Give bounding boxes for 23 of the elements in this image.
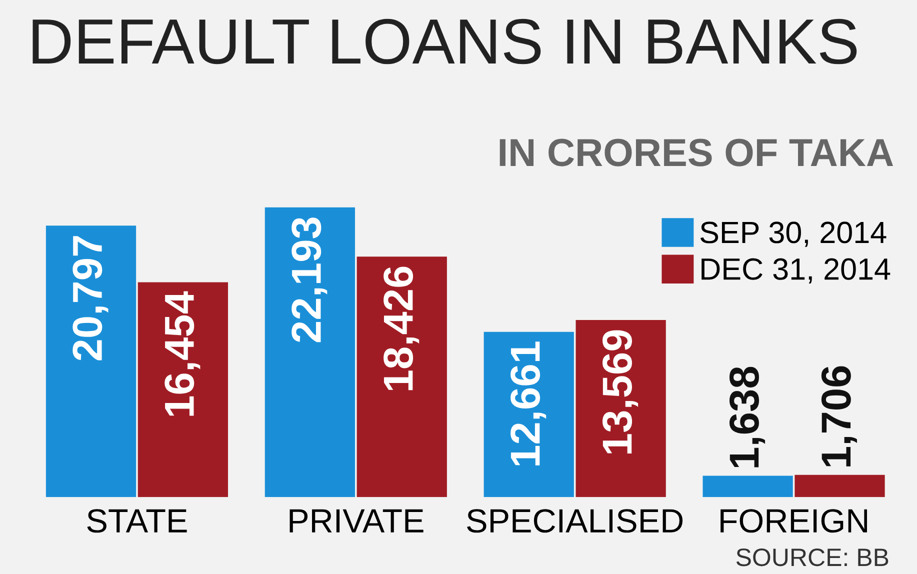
data-label: 22,193 — [292, 218, 328, 342]
x-tick-label: SPECIALISED — [467, 509, 683, 533]
source-note: SOURCE: BB — [736, 548, 888, 566]
legend-label: DEC 31, 2014 — [702, 258, 890, 284]
x-tick-label: FOREIGN — [720, 509, 867, 533]
legend-label: SEP 30, 2014 — [700, 222, 886, 247]
data-label: 16,454 — [164, 291, 200, 416]
bar — [46, 226, 136, 498]
data-label: 20,797 — [72, 236, 108, 360]
data-label: 13,569 — [602, 330, 638, 454]
x-tick-label: STATE — [87, 509, 187, 533]
chart-title: DEFAULT LOANS IN BANKS — [32, 18, 857, 64]
x-tick-label: PRIVATE — [290, 509, 424, 532]
bar — [794, 474, 885, 498]
chart-subtitle: IN CRORES OF TAKA — [500, 138, 894, 166]
bar — [702, 476, 793, 498]
bar — [356, 256, 447, 498]
data-label: 18,426 — [384, 266, 420, 390]
bar — [138, 282, 228, 498]
data-label: 1,706 — [821, 366, 857, 466]
data-label: 12,661 — [510, 342, 546, 466]
bar — [264, 207, 355, 498]
data-label: 1,638 — [729, 366, 766, 468]
